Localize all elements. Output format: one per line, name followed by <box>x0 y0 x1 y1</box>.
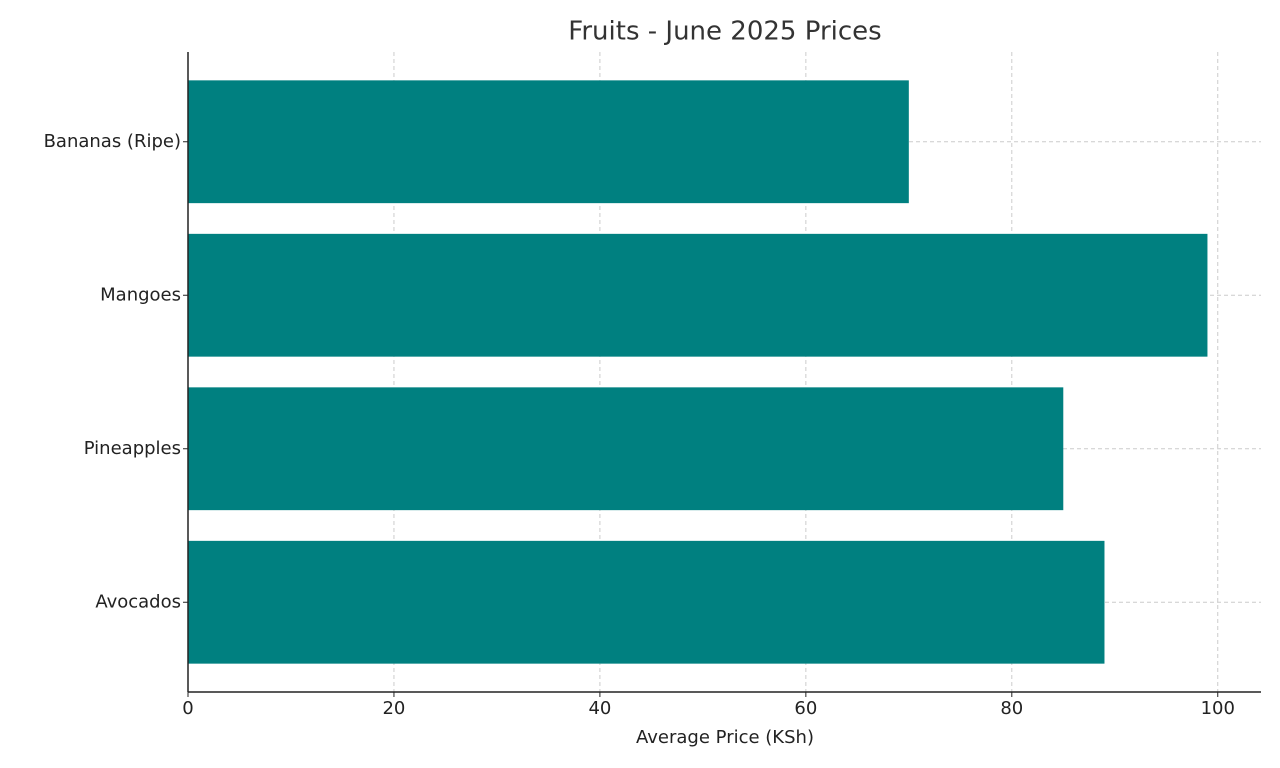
x-tick-label: 80 <box>1000 698 1023 719</box>
x-tick-label: 20 <box>382 698 405 719</box>
x-axis-label: Average Price (KSh) <box>636 727 814 748</box>
bar <box>188 540 1105 664</box>
x-tick-label: 40 <box>588 698 611 719</box>
bar <box>188 233 1208 357</box>
y-tick-label: Pineapples <box>84 438 181 459</box>
y-tick-label: Avocados <box>95 591 181 612</box>
x-tick-label: 0 <box>182 698 193 719</box>
y-tick-label: Mangoes <box>100 284 181 305</box>
x-tick-label: 60 <box>794 698 817 719</box>
x-tick-label: 100 <box>1201 698 1235 719</box>
bar <box>188 80 909 204</box>
bar <box>188 387 1064 511</box>
chart-title: Fruits - June 2025 Prices <box>568 17 881 47</box>
y-tick-label: Bananas (Ripe) <box>44 131 181 152</box>
